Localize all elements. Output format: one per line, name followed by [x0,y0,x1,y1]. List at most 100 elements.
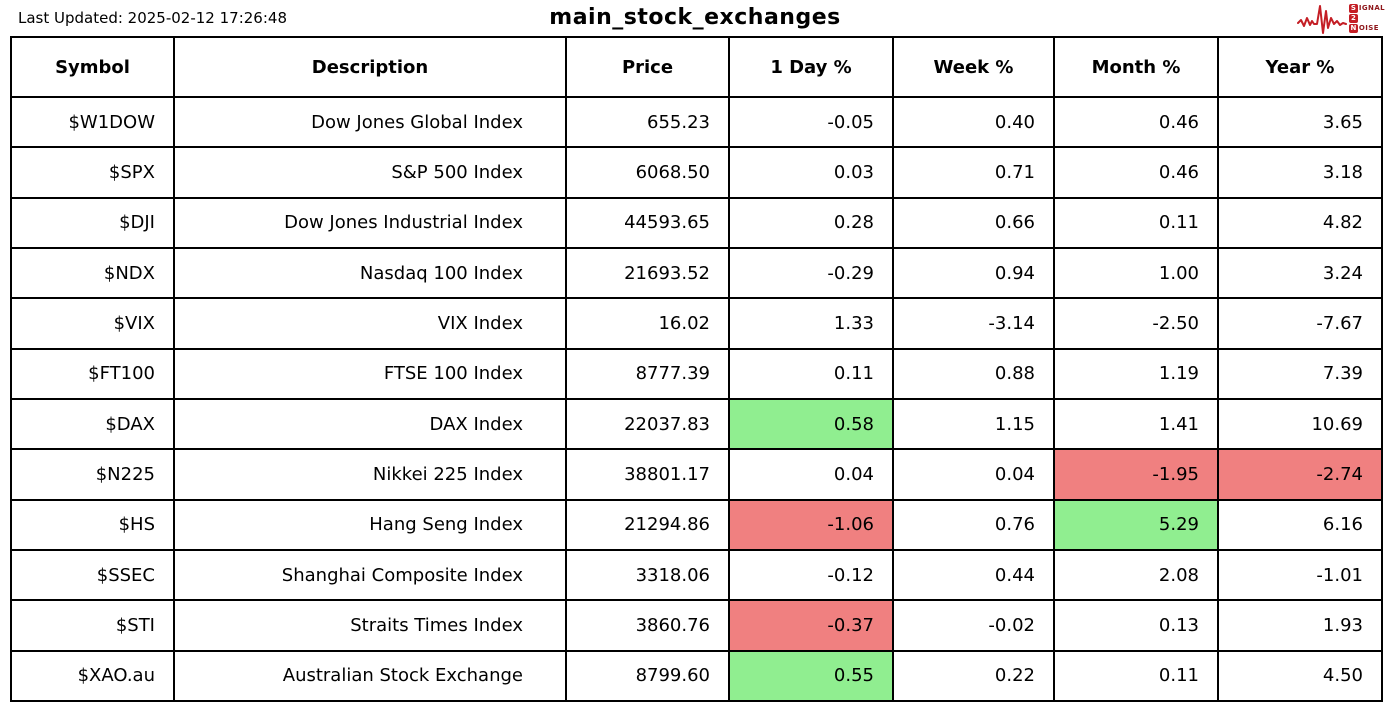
table-row: $HS Hang Seng Index 21294.86 -1.06 0.76 … [10,498,1383,551]
week-change-cell: -3.14 [892,297,1055,350]
day-change-cell: 0.11 [728,347,894,400]
description-cell: Straits Times Index [173,599,567,652]
symbol-cell: $W1DOW [10,95,175,149]
symbol-cell: $DJI [10,196,175,249]
description-cell: Dow Jones Global Index [173,95,567,149]
description-cell: S&P 500 Index [173,146,567,199]
day-change-cell: -0.37 [728,599,894,652]
year-change-cell: -1.01 [1217,548,1383,602]
price-cell: 38801.17 [565,448,730,501]
price-cell: 8777.39 [565,347,730,400]
month-change-cell: -2.50 [1053,297,1219,350]
day-change-cell: -0.12 [728,548,894,602]
symbol-cell: $STI [10,599,175,652]
symbol-cell: $XAO.au [10,649,175,703]
description-cell: DAX Index [173,397,567,451]
symbol-cell: $SPX [10,146,175,199]
column-header-week: Week % [892,36,1055,98]
table-row: $SPX S&P 500 Index 6068.50 0.03 0.71 0.4… [10,146,1383,199]
week-change-cell: 0.04 [892,448,1055,501]
month-change-cell: 0.46 [1053,146,1219,199]
table-row: $STI Straits Times Index 3860.76 -0.37 -… [10,599,1383,652]
logo-digit-2: 2 [1348,14,1358,23]
logo-line-2: 2 [1348,14,1385,23]
day-change-cell: -1.06 [728,498,894,551]
symbol-cell: $SSEC [10,548,175,602]
year-change-cell: 1.93 [1217,599,1383,652]
year-change-cell: 3.65 [1217,95,1383,149]
description-cell: Nasdaq 100 Index [173,246,567,300]
day-change-cell: 1.33 [728,297,894,350]
month-change-cell: 0.11 [1053,649,1219,703]
logo-line-signal: S IGNAL [1348,4,1385,13]
page-title: main_stock_exchanges [549,5,841,30]
month-change-cell: 1.19 [1053,347,1219,400]
month-change-cell: -1.95 [1053,448,1219,501]
year-change-cell: 4.50 [1217,649,1383,703]
table-row: $DJI Dow Jones Industrial Index 44593.65… [10,196,1383,249]
price-cell: 655.23 [565,95,730,149]
week-change-cell: 0.66 [892,196,1055,249]
table-row: $VIX VIX Index 16.02 1.33 -3.14 -2.50 -7… [10,297,1383,350]
price-cell: 44593.65 [565,196,730,249]
week-change-cell: 1.15 [892,397,1055,451]
price-cell: 8799.60 [565,649,730,703]
month-change-cell: 2.08 [1053,548,1219,602]
description-cell: FTSE 100 Index [173,347,567,400]
day-change-cell: 0.58 [728,397,894,451]
year-change-cell: 4.82 [1217,196,1383,249]
month-change-cell: 1.00 [1053,246,1219,300]
week-change-cell: 0.44 [892,548,1055,602]
logo-text-oise: OISE [1358,24,1379,32]
day-change-cell: 0.28 [728,196,894,249]
price-cell: 21294.86 [565,498,730,551]
logo-wordmark: S IGNAL 2 N OISE [1348,4,1385,35]
price-cell: 3860.76 [565,599,730,652]
column-header-year: Year % [1217,36,1383,98]
table-row: $NDX Nasdaq 100 Index 21693.52 -0.29 0.9… [10,246,1383,300]
header-row: Symbol Description Price 1 Day % Week % … [10,36,1383,98]
description-cell: Dow Jones Industrial Index [173,196,567,249]
table-header: Symbol Description Price 1 Day % Week % … [10,36,1383,98]
signal-waveform-icon [1296,2,1347,35]
week-change-cell: 0.22 [892,649,1055,703]
price-cell: 22037.83 [565,397,730,451]
price-cell: 6068.50 [565,146,730,199]
day-change-cell: -0.29 [728,246,894,300]
table-body: $W1DOW Dow Jones Global Index 655.23 -0.… [10,95,1383,703]
day-change-cell: 0.04 [728,448,894,501]
signal2noise-logo: S IGNAL 2 N OISE [1296,2,1385,35]
week-change-cell: 0.71 [892,146,1055,199]
month-change-cell: 0.46 [1053,95,1219,149]
price-cell: 3318.06 [565,548,730,602]
year-change-cell: 10.69 [1217,397,1383,451]
month-change-cell: 0.13 [1053,599,1219,652]
month-change-cell: 0.11 [1053,196,1219,249]
stock-table: Symbol Description Price 1 Day % Week % … [10,36,1383,703]
logo-line-noise: N OISE [1348,24,1385,33]
column-header-price: Price [565,36,730,98]
column-header-1-day: 1 Day % [728,36,894,98]
year-change-cell: -2.74 [1217,448,1383,501]
week-change-cell: 0.88 [892,347,1055,400]
month-change-cell: 5.29 [1053,498,1219,551]
last-updated-text: Last Updated: 2025-02-12 17:26:48 [18,9,287,27]
day-change-cell: -0.05 [728,95,894,149]
symbol-cell: $HS [10,498,175,551]
month-change-cell: 1.41 [1053,397,1219,451]
day-change-cell: 0.55 [728,649,894,703]
table-row: $DAX DAX Index 22037.83 0.58 1.15 1.41 1… [10,397,1383,451]
table-row: $N225 Nikkei 225 Index 38801.17 0.04 0.0… [10,448,1383,501]
table-row: $W1DOW Dow Jones Global Index 655.23 -0.… [10,95,1383,149]
column-header-description: Description [173,36,567,98]
year-change-cell: 6.16 [1217,498,1383,551]
description-cell: Shanghai Composite Index [173,548,567,602]
logo-text-ignal: IGNAL [1358,4,1385,12]
symbol-cell: $NDX [10,246,175,300]
week-change-cell: 0.76 [892,498,1055,551]
description-cell: Hang Seng Index [173,498,567,551]
day-change-cell: 0.03 [728,146,894,199]
week-change-cell: 0.40 [892,95,1055,149]
column-header-symbol: Symbol [10,36,175,98]
